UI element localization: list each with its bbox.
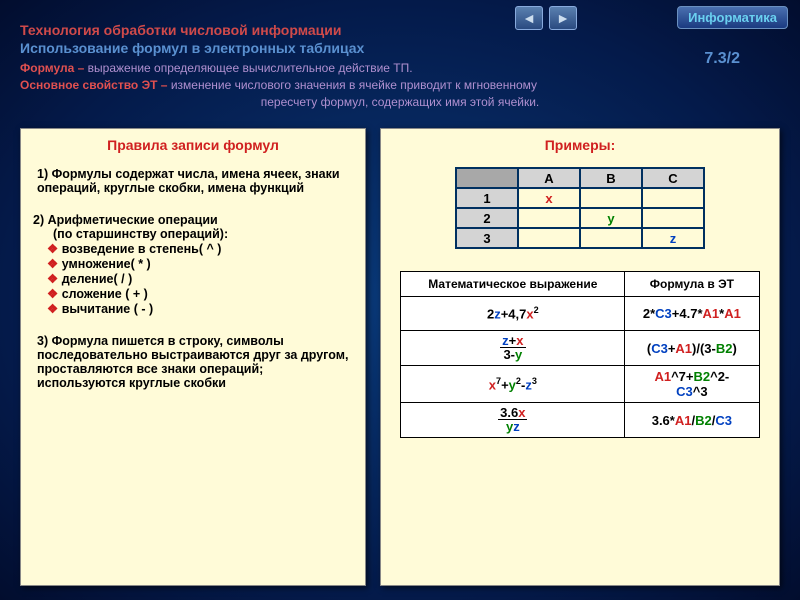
col-header: B xyxy=(580,168,642,188)
sheet-cell xyxy=(642,188,704,208)
sheet-cell xyxy=(518,208,580,228)
row-header: 2 xyxy=(456,208,518,228)
col-et-formula: Формула в ЭТ xyxy=(625,272,759,297)
course-title: Технология обработки числовой информации xyxy=(20,22,341,38)
sheet-cell xyxy=(580,228,642,248)
rule-2-sub: (по старшинству операций): xyxy=(33,227,353,241)
sheet-cell xyxy=(642,208,704,228)
rules-title: Правила записи формул xyxy=(33,137,353,153)
sheet-cell: x xyxy=(518,188,580,208)
informatics-button[interactable]: Информатика xyxy=(677,6,788,29)
row-header: 1 xyxy=(456,188,518,208)
op-item: возведение в степень( ^ ) xyxy=(47,241,353,256)
table-row: 2z+4,7x2 2*C3+4.7*A1*A1 xyxy=(401,297,759,331)
sheet-cell: z xyxy=(642,228,704,248)
intro-text: Формула – выражение определяющее вычисли… xyxy=(20,60,780,110)
rule-2-head: 2) Арифметические операции xyxy=(33,213,353,227)
rule-3: 3) Формула пишется в строку, символы пос… xyxy=(33,334,353,390)
col-header: A xyxy=(518,168,580,188)
col-header: C xyxy=(642,168,704,188)
sheet-cell xyxy=(518,228,580,248)
rule-1: 1) Формулы содержат числа, имена ячеек, … xyxy=(33,167,353,195)
property-text-a: изменение числового значения в ячейке пр… xyxy=(171,78,537,92)
table-row: z+x3-y (C3+A1)/(3-B2) xyxy=(401,331,759,366)
rule-2: 2) Арифметические операции (по старшинст… xyxy=(33,213,353,316)
examples-panel: Примеры: ABC 1x2 y 3 z Математическое выраже… xyxy=(380,128,780,586)
property-text-b: пересчету формул, содержащих имя этой яч… xyxy=(20,94,780,111)
table-row: 3.6xyz 3.6*A1/B2/C3 xyxy=(401,403,759,438)
sheet-cell: y xyxy=(580,208,642,228)
op-item: умножение( * ) xyxy=(47,256,353,271)
op-item: вычитание ( - ) xyxy=(47,301,353,316)
rules-panel: Правила записи формул 1) Формулы содержа… xyxy=(20,128,366,586)
sheet-corner xyxy=(456,168,518,188)
formula-def: выражение определяющее вычислительное де… xyxy=(88,61,413,75)
table-row: x7+y2-z3 A1^7+B2^2-C3^3 xyxy=(401,366,759,403)
formula-label: Формула – xyxy=(20,61,84,75)
examples-title: Примеры: xyxy=(393,137,767,153)
sample-spreadsheet: ABC 1x2 y 3 z xyxy=(455,167,705,249)
op-item: сложение ( + ) xyxy=(47,286,353,301)
sheet-cell xyxy=(580,188,642,208)
nav-prev-button[interactable]: ◄ xyxy=(515,6,543,30)
op-item: деление( / ) xyxy=(47,271,353,286)
property-label: Основное свойство ЭТ – xyxy=(20,78,167,92)
col-math-expr: Математическое выражение xyxy=(401,272,625,297)
row-header: 3 xyxy=(456,228,518,248)
nav-next-button[interactable]: ► xyxy=(549,6,577,30)
formula-table: Математическое выражение Формула в ЭТ 2z… xyxy=(400,271,759,438)
topic-title: Использование формул в электронных табли… xyxy=(20,40,380,56)
